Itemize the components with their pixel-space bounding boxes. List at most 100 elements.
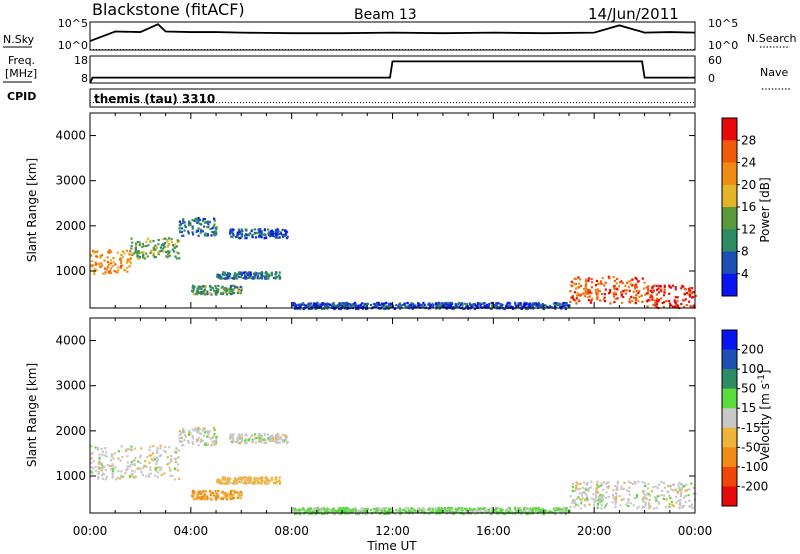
power-cell bbox=[534, 303, 537, 306]
power-cell bbox=[354, 304, 357, 307]
velocity-cell bbox=[310, 507, 313, 510]
power-cell bbox=[594, 288, 597, 292]
power-cell bbox=[160, 249, 163, 253]
velocity-cell bbox=[206, 495, 209, 498]
power-cell bbox=[643, 287, 646, 290]
power-cell bbox=[613, 287, 616, 290]
power-cell bbox=[237, 286, 241, 290]
power-cell bbox=[411, 307, 414, 310]
power-cell bbox=[281, 233, 284, 237]
velocity-cell bbox=[658, 495, 661, 498]
power-cell bbox=[270, 230, 273, 233]
velocity-cell bbox=[678, 486, 681, 489]
velocity-cell bbox=[256, 479, 259, 482]
velocity-cell bbox=[590, 480, 593, 483]
power-cell bbox=[142, 251, 145, 254]
velocity-cell bbox=[519, 507, 522, 510]
velocity-cell bbox=[366, 507, 369, 510]
velocity-cell bbox=[675, 501, 678, 504]
velocity-cell bbox=[130, 448, 133, 452]
velocity-cell bbox=[306, 509, 309, 512]
velocity-cell bbox=[399, 507, 402, 510]
power-cell bbox=[641, 277, 644, 280]
power-cell bbox=[231, 288, 234, 291]
velocity-cell bbox=[206, 431, 209, 434]
nsky-label: N.Sky bbox=[3, 33, 35, 46]
velocity-cell bbox=[684, 500, 687, 503]
power-cell bbox=[180, 222, 183, 225]
nave-label: Nave bbox=[760, 66, 788, 79]
power-cell bbox=[203, 221, 207, 224]
velocity-cell bbox=[525, 507, 528, 510]
velocity-cell bbox=[564, 509, 568, 512]
power-cell bbox=[196, 220, 199, 223]
power-cell bbox=[308, 303, 311, 306]
velocity-cell bbox=[150, 458, 153, 461]
power-cell bbox=[175, 251, 178, 254]
power-cell bbox=[96, 250, 99, 253]
power-cell bbox=[327, 306, 330, 309]
velocity-cell bbox=[194, 427, 197, 430]
velocity-cell bbox=[91, 472, 94, 475]
power-cell bbox=[223, 291, 226, 294]
power-cell bbox=[439, 304, 442, 307]
power-cell bbox=[323, 302, 326, 305]
velocity-cell bbox=[479, 509, 482, 512]
power-cell bbox=[651, 298, 654, 301]
power-cell bbox=[142, 244, 145, 248]
velocity-cell bbox=[244, 439, 247, 442]
velocity-cell bbox=[435, 512, 438, 515]
velocity-cell bbox=[210, 498, 213, 501]
power-cell bbox=[637, 291, 640, 295]
velocity-cell bbox=[106, 464, 109, 467]
power-cell bbox=[577, 276, 580, 279]
velocity-cell bbox=[258, 437, 261, 440]
power-cell bbox=[244, 273, 247, 276]
power-cell bbox=[357, 304, 360, 307]
velocity-cell bbox=[308, 507, 311, 510]
velocity-cell bbox=[295, 510, 298, 513]
velocity-cell bbox=[514, 506, 517, 509]
power-cell bbox=[578, 293, 581, 296]
power-cell bbox=[191, 227, 194, 230]
power-cell bbox=[136, 251, 139, 254]
velocity-cell bbox=[264, 480, 267, 483]
power-cell bbox=[119, 258, 122, 261]
velocity-cell bbox=[261, 480, 264, 483]
velocity-cell bbox=[451, 511, 454, 514]
velocity-cell bbox=[275, 440, 278, 443]
velocity-cell bbox=[304, 509, 307, 512]
power-cell bbox=[596, 296, 599, 299]
velocity-cell bbox=[188, 429, 191, 432]
power-cell bbox=[590, 286, 593, 289]
power-cell bbox=[128, 265, 131, 268]
power-cell bbox=[399, 307, 402, 310]
velocity-cell bbox=[97, 477, 100, 480]
velocity-cell bbox=[169, 474, 172, 477]
velocity-cell bbox=[586, 497, 589, 500]
power-cell bbox=[447, 301, 450, 304]
velocity-cell bbox=[588, 487, 591, 490]
power-cell bbox=[326, 305, 329, 308]
power-cell bbox=[187, 232, 190, 235]
velocity-colorbar-segment bbox=[722, 466, 737, 487]
velocity-cell bbox=[266, 477, 269, 480]
power-cell bbox=[497, 302, 500, 305]
velocity-cell bbox=[643, 482, 647, 485]
velocity-cell bbox=[240, 433, 243, 436]
velocity-cell bbox=[272, 481, 276, 484]
velocity-cell bbox=[635, 494, 639, 497]
power-cell bbox=[363, 302, 366, 305]
power-cell bbox=[329, 303, 332, 306]
velocity-cell bbox=[500, 510, 503, 513]
velocity-cell bbox=[141, 473, 144, 476]
velocity-cell bbox=[612, 496, 615, 499]
velocity-cell bbox=[561, 510, 564, 513]
power-cell bbox=[138, 241, 141, 244]
power-colorbar-segment bbox=[722, 184, 737, 208]
velocity-cell bbox=[623, 482, 626, 485]
power-cell bbox=[591, 297, 594, 300]
velocity-cell bbox=[517, 507, 520, 510]
power-cell bbox=[243, 271, 246, 274]
power-cell bbox=[657, 299, 660, 302]
